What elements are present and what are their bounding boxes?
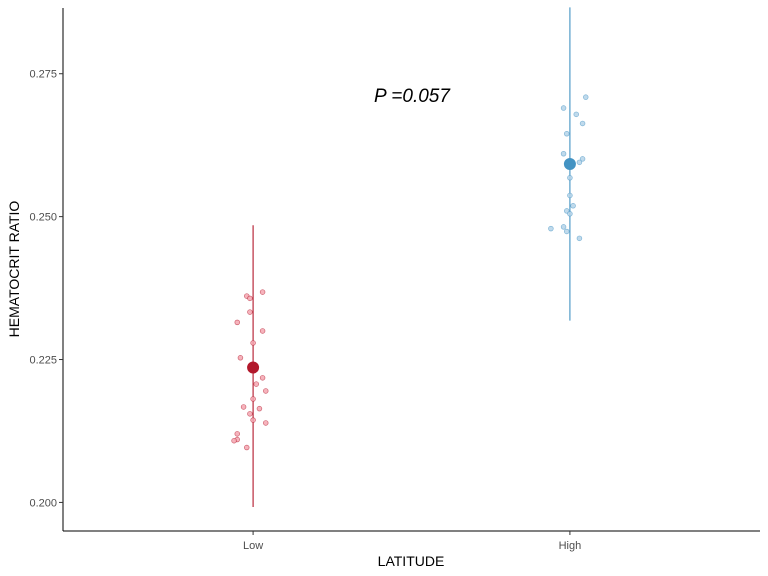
mean-point xyxy=(247,361,260,374)
x-axis-title: LATITUDE xyxy=(378,553,445,569)
data-point xyxy=(560,151,567,157)
data-point xyxy=(250,340,256,346)
data-point xyxy=(253,381,260,387)
data-point xyxy=(259,289,266,295)
y-axis-title: HEMATOCRIT RATIO xyxy=(6,201,22,338)
data-point xyxy=(563,228,570,235)
series-high xyxy=(548,7,589,321)
data-point xyxy=(234,431,241,437)
data-point xyxy=(247,295,253,302)
x-tick-label: Low xyxy=(243,540,263,552)
y-axis-ticks: 0.200 0.225 0.250 0.275 xyxy=(29,69,63,509)
data-point xyxy=(259,328,266,334)
data-point xyxy=(237,355,244,361)
data-point xyxy=(560,105,567,111)
data-point xyxy=(263,420,269,426)
y-tick-label: 0.200 xyxy=(29,497,57,509)
y-tick-label: 0.225 xyxy=(29,355,57,367)
data-point xyxy=(250,396,256,402)
data-point xyxy=(567,175,573,181)
data-point xyxy=(259,375,266,381)
data-point xyxy=(250,417,256,423)
series-low xyxy=(231,225,269,507)
mean-point xyxy=(563,158,576,171)
data-point xyxy=(567,192,573,199)
data-point xyxy=(567,211,573,217)
data-point xyxy=(573,111,579,118)
data-point xyxy=(244,444,250,451)
data-point xyxy=(582,94,589,100)
data-point xyxy=(240,404,247,410)
data-point xyxy=(579,156,586,162)
data-point xyxy=(247,309,253,315)
data-point xyxy=(263,388,269,394)
x-axis-ticks: Low High xyxy=(243,531,581,552)
x-tick-label: High xyxy=(559,540,582,552)
data-point xyxy=(234,319,241,326)
data-point xyxy=(247,411,253,417)
data-point xyxy=(579,120,586,127)
y-tick-label: 0.250 xyxy=(29,212,57,224)
data-point xyxy=(256,405,263,412)
data-point xyxy=(563,130,570,137)
data-point xyxy=(576,159,583,166)
p-value-annotation: P =0.057 xyxy=(374,86,451,107)
data-point xyxy=(231,437,237,444)
data-point xyxy=(548,225,554,232)
data-point xyxy=(570,203,576,209)
data-point xyxy=(560,224,567,230)
plot-area xyxy=(231,7,589,507)
data-point xyxy=(576,235,583,242)
y-tick-label: 0.275 xyxy=(29,69,57,81)
